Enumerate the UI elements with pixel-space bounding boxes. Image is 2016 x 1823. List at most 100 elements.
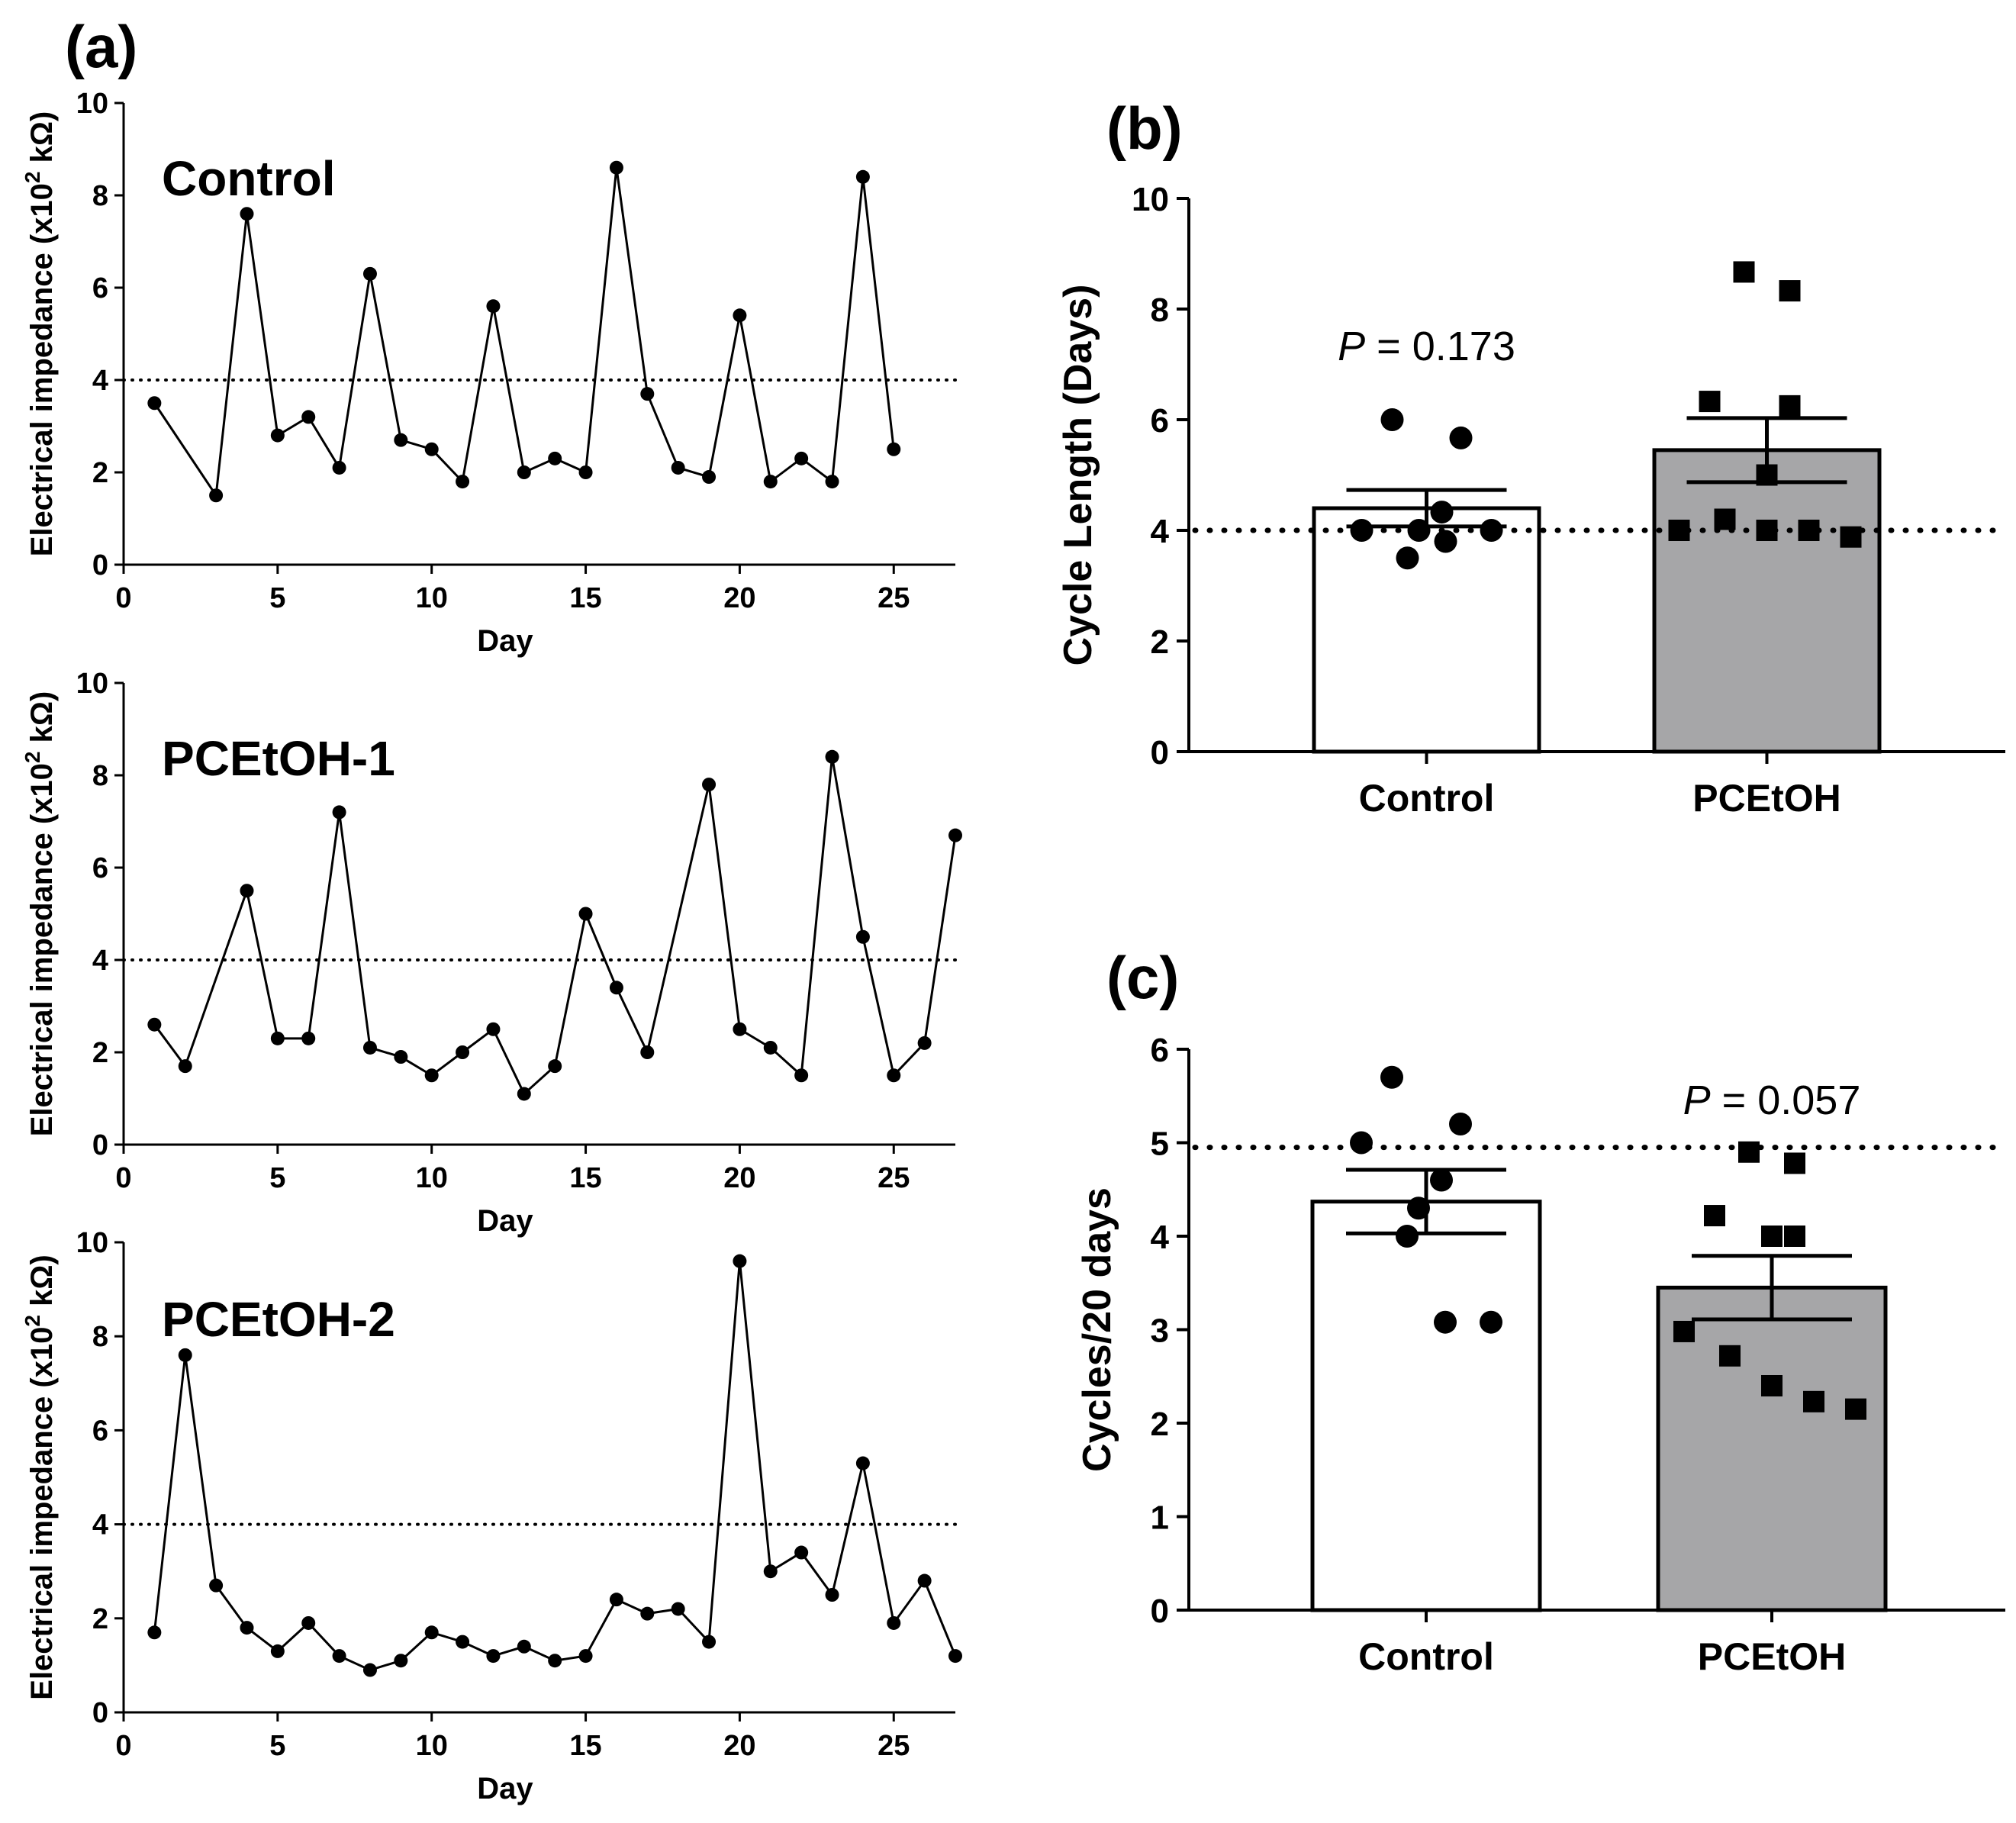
y-tick-label: 0	[92, 1697, 108, 1729]
y-tick-label: 10	[1132, 181, 1169, 218]
y-axis-label: Cycle Length (Days)	[1056, 285, 1100, 666]
data-point	[209, 1578, 224, 1593]
y-tick-label: 3	[1151, 1312, 1169, 1350]
y-tick-label: 2	[92, 1603, 108, 1635]
data-point	[702, 778, 717, 792]
y-tick-label: 4	[1151, 513, 1170, 550]
x-tick-label: PCEtOH	[1692, 777, 1840, 820]
chart-title: Control	[162, 151, 336, 206]
data-point	[270, 1644, 285, 1658]
x-tick-label: 0	[115, 1730, 131, 1762]
control-data-point	[1430, 1168, 1453, 1192]
y-tick-label: 2	[92, 1037, 108, 1069]
pcetoh-data-point	[1668, 520, 1690, 541]
pcetoh-1-impedance-chart: 0 2 4 6 8 10 0 5 10 15 20 25 Day Electrical impedance…	[21, 668, 962, 1238]
y-tick-label: 6	[1151, 402, 1169, 440]
data-point	[270, 1031, 285, 1045]
pcetoh-data-point	[1719, 1345, 1741, 1367]
control-data-point	[1430, 501, 1454, 524]
data-point	[887, 442, 901, 456]
y-axis-label: Electrical impedance (x102 kΩ)	[21, 691, 59, 1136]
x-tick-label: 20	[723, 1730, 755, 1762]
pcetoh-data-point	[1673, 1320, 1695, 1342]
data-point	[640, 1045, 655, 1059]
x-tick-label: 10	[416, 582, 448, 614]
data-point	[147, 396, 162, 411]
pcetoh-data-point	[1704, 1205, 1725, 1227]
y-tick-label: 2	[1151, 1406, 1169, 1443]
data-point	[733, 308, 747, 323]
y-axis-label: Electrical impedance (x102 kΩ)	[21, 111, 59, 556]
x-tick-label: 10	[416, 1162, 448, 1194]
data-point	[855, 1456, 870, 1470]
x-tick-label: 0	[115, 582, 131, 614]
series-line	[153, 167, 895, 499]
pcetoh-data-point	[1779, 280, 1801, 302]
y-tick-label: 6	[92, 272, 108, 304]
pcetoh-data-point	[1784, 1152, 1805, 1174]
cycles-per-20-days-bar-chart: 0 1 2 3 4 5 6 Cycles/20 days Control PCEtOH P = 0.…	[1075, 1032, 2008, 1678]
data-point	[362, 266, 377, 281]
data-point	[394, 1050, 408, 1064]
control-impedance-chart: 0 2 4 6 8 10 0 5 10 15 20 25 Day Electrical impedance…	[21, 88, 957, 658]
pcetoh-data-point	[1714, 508, 1736, 530]
y-tick-label: 0	[1151, 734, 1169, 771]
data-point	[270, 428, 285, 443]
data-point	[609, 1593, 623, 1607]
data-point	[517, 1639, 531, 1654]
x-tick-label: 15	[569, 582, 601, 614]
p-value-annotation: P = 0.057	[1683, 1077, 1861, 1123]
x-tick-label: PCEtOH	[1698, 1635, 1846, 1678]
x-tick-label: 25	[878, 1730, 910, 1762]
pcetoh-data-point	[1699, 391, 1721, 413]
y-tick-label: 8	[1151, 291, 1169, 329]
x-tick-label: 25	[878, 582, 910, 614]
data-point	[424, 1068, 439, 1083]
data-point	[794, 1068, 809, 1083]
data-point	[887, 1615, 901, 1630]
control-data-point	[1480, 1310, 1502, 1334]
y-tick-label: 5	[1151, 1126, 1169, 1163]
pcetoh-data-point	[1733, 261, 1755, 283]
control-data-point	[1449, 1113, 1472, 1135]
data-point	[763, 1040, 778, 1055]
y-tick-label: 6	[92, 852, 108, 884]
panel-c-label: (c)	[1106, 944, 1179, 1011]
pcetoh-data-point	[1845, 1398, 1866, 1420]
y-tick-label: 2	[92, 457, 108, 489]
data-point	[332, 460, 346, 475]
y-tick-label: 0	[92, 1129, 108, 1161]
data-point	[362, 1040, 377, 1055]
data-point	[147, 1625, 162, 1640]
y-tick-label: 6	[92, 1415, 108, 1447]
control-data-point	[1350, 1131, 1373, 1155]
control-data-point	[1396, 1225, 1419, 1248]
data-point	[578, 1649, 593, 1664]
x-tick-label: 5	[269, 582, 285, 614]
control-data-point	[1380, 1065, 1403, 1089]
x-tick-label: 15	[569, 1162, 601, 1194]
control-data-point	[1350, 519, 1374, 542]
x-tick-label: Control	[1358, 1635, 1494, 1678]
data-point	[733, 1022, 747, 1036]
x-tick-label: 10	[416, 1730, 448, 1762]
data-point	[671, 460, 685, 475]
data-point	[825, 1588, 839, 1602]
p-value-annotation: P = 0.173	[1338, 324, 1515, 369]
y-tick-label: 6	[1151, 1032, 1169, 1069]
pcetoh-data-point	[1761, 1226, 1783, 1247]
data-point	[578, 907, 593, 921]
y-axis-label: Electrical impedance (x102 kΩ)	[21, 1255, 59, 1699]
data-point	[763, 475, 778, 489]
bar-pcetoh	[1656, 1285, 1888, 1612]
data-point	[517, 465, 531, 479]
bar-control	[1312, 506, 1541, 754]
data-point	[178, 1059, 192, 1074]
pcetoh-data-point	[1756, 520, 1778, 541]
x-tick-label: 15	[569, 1730, 601, 1762]
data-point	[301, 1615, 316, 1630]
x-tick-label: 20	[723, 582, 755, 614]
y-tick-label: 10	[76, 668, 108, 700]
data-point	[548, 1654, 562, 1668]
